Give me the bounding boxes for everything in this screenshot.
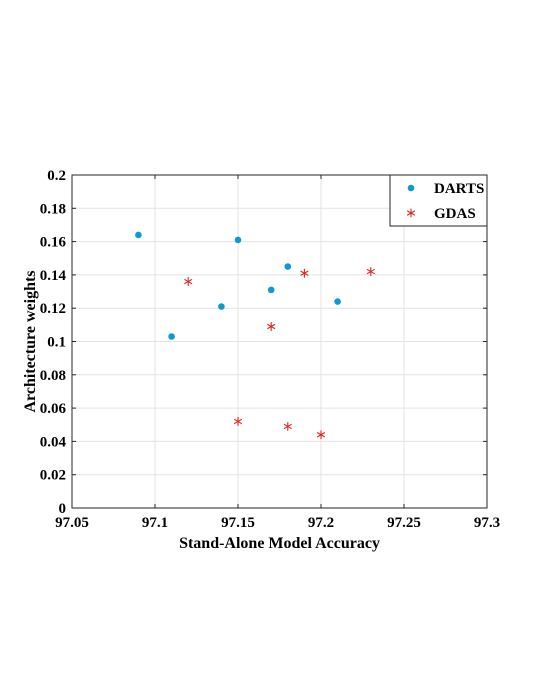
legend-marker-gdas [406,208,416,218]
y-tick-label: 0.08 [40,368,66,384]
x-tick-label: 97.1 [142,515,168,531]
darts-point [135,231,142,239]
gdas-point [316,430,326,440]
asterisk-stroke [406,210,416,216]
y-tick-label: 0.2 [47,168,66,184]
legend-label-darts: DARTS [434,181,484,197]
series-gdas [184,267,375,440]
darts-point [334,298,341,305]
x-tick-label: 97.25 [387,515,421,531]
y-tick-label: 0.1 [47,335,66,351]
asterisk-stroke [283,423,292,429]
asterisk-stroke [267,323,276,330]
y-tick-label: 0.16 [40,235,67,251]
axis-ticks [71,174,488,509]
asterisk-stroke [233,418,243,424]
x-tick-label: 97.2 [308,515,334,531]
y-tick-label: 0.12 [40,301,66,317]
x-tick-label: 97.15 [221,515,255,531]
gdas-point [233,416,243,426]
legend: DARTS GDAS [389,174,488,227]
y-tick-label: 0.04 [40,434,67,450]
legend-marker-darts [407,184,415,192]
asterisk-stroke [184,279,193,285]
legend-label-gdas: GDAS [434,206,476,222]
gdas-point [283,421,292,431]
darts-point [168,333,175,340]
gdas-point [366,267,375,277]
x-tick-label: 97.05 [55,515,89,531]
x-axis-title: Stand-Alone Model Accuracy [179,535,380,552]
data-points [135,231,375,440]
y-tick-label: 0.02 [40,468,66,484]
y-tick-label: 0.14 [40,268,67,284]
gdas-point [300,268,309,278]
asterisk-stroke [316,432,326,438]
y-axis-title: Architecture weights [22,270,39,412]
legend-box [389,174,488,227]
series-darts [135,231,341,340]
x-tick-label: 97.3 [474,515,500,531]
y-tick-label: 0.18 [40,201,66,217]
gdas-point [267,321,276,332]
darts-point [284,263,292,270]
darts-point [267,286,275,294]
darts-point [218,303,225,310]
asterisk-stroke [300,270,309,276]
tick-labels: 97.05 97.1 97.15 97.2 97.25 97.3 0 0.02 0.04 0.06… [40,168,500,531]
gdas-point [184,277,193,287]
y-tick-label: 0 [59,501,67,517]
asterisk-stroke [366,269,375,275]
darts-point [234,236,242,244]
y-tick-label: 0.06 [40,401,67,417]
